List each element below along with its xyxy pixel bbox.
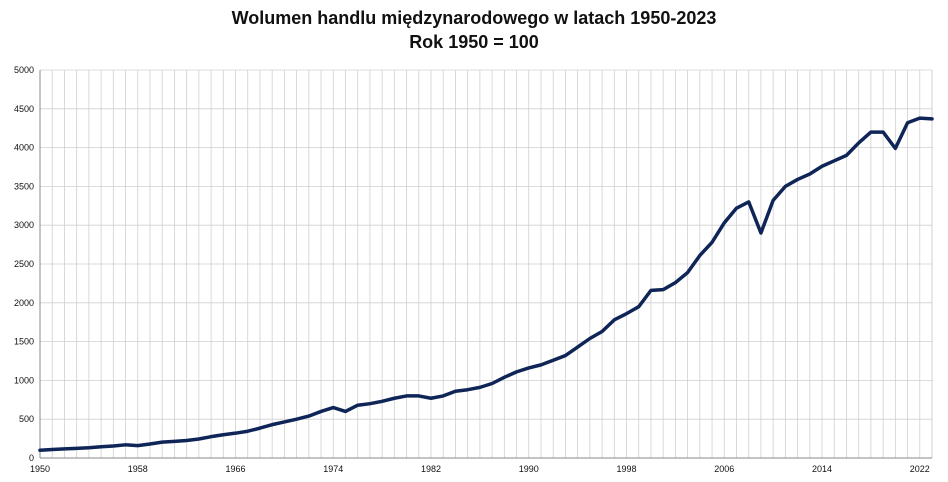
- tick-label-layer: 0 500 1000 1500 2000 2500 3000 3500 4000 4500 5000…: [14, 65, 930, 474]
- chart-title-block: Wolumen handlu międzynarodowego w latach…: [0, 6, 948, 54]
- x-tick-label: 1950: [30, 464, 50, 474]
- y-tick-label: 4500: [14, 104, 34, 114]
- y-tick-label: 2500: [14, 259, 34, 269]
- x-tick-label: 2014: [812, 464, 832, 474]
- axis-layer: [39, 70, 932, 459]
- y-tick-label: 0: [29, 453, 34, 463]
- x-tick-label: 1958: [128, 464, 148, 474]
- y-tick-label: 4000: [14, 143, 34, 153]
- y-tick-label: 3500: [14, 181, 34, 191]
- x-tick-label: 1982: [421, 464, 441, 474]
- chart-subtitle: Rok 1950 = 100: [409, 32, 539, 52]
- grid-layer: [39, 69, 933, 459]
- x-tick-label: 1966: [225, 464, 245, 474]
- y-tick-label: 3000: [14, 220, 34, 230]
- y-tick-label: 500: [19, 414, 34, 424]
- y-tick-label: 1500: [14, 337, 34, 347]
- y-tick-label: 2000: [14, 298, 34, 308]
- x-tick-label: 1990: [519, 464, 539, 474]
- x-tick-label: 2006: [714, 464, 734, 474]
- x-tick-label: 2022: [910, 464, 930, 474]
- chart-title: Wolumen handlu międzynarodowego w latach…: [231, 8, 717, 28]
- series-layer: [38, 116, 934, 452]
- trade-volume-line: [38, 116, 934, 452]
- y-tick-label: 5000: [14, 65, 34, 75]
- y-tick-label: 1000: [14, 375, 34, 385]
- x-tick-label: 1974: [323, 464, 343, 474]
- x-tick-label: 1998: [617, 464, 637, 474]
